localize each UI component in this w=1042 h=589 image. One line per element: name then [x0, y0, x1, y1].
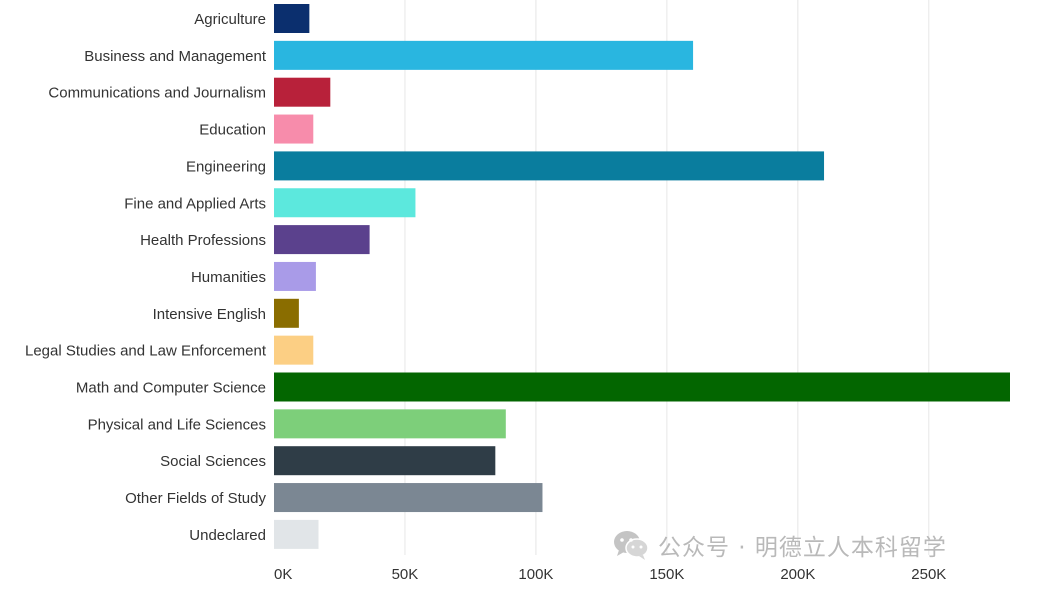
category-label: Physical and Life Sciences	[88, 416, 266, 433]
wechat-icon	[614, 531, 649, 560]
x-tick-label: 0K	[274, 566, 292, 583]
bar	[274, 298, 299, 328]
x-tick-label: 150K	[649, 566, 684, 583]
category-label: Business and Management	[84, 48, 267, 65]
bars	[274, 4, 1010, 549]
x-axis-tick-labels: 0K 50K 100K 150K 200K 250K	[274, 566, 946, 583]
category-label: Agriculture	[194, 11, 266, 28]
bar	[274, 151, 825, 181]
bar	[274, 409, 506, 439]
bar	[274, 225, 370, 255]
x-tick-label: 100K	[518, 566, 553, 583]
bar	[274, 77, 331, 107]
bar	[274, 40, 694, 70]
bar	[274, 261, 316, 291]
x-tick-label: 50K	[392, 566, 419, 583]
category-label: Undeclared	[189, 527, 266, 544]
bar	[274, 519, 319, 549]
category-label: Engineering	[186, 158, 266, 175]
category-label: Social Sciences	[160, 453, 266, 470]
watermark: 公众号 · 明德立人本科留学	[612, 528, 947, 562]
category-label: Fine and Applied Arts	[124, 195, 266, 212]
bar	[274, 372, 1010, 402]
bar	[274, 483, 543, 513]
category-label: Communications and Journalism	[48, 85, 266, 102]
bar	[274, 446, 496, 476]
x-tick-label: 200K	[780, 566, 815, 583]
bar	[274, 335, 314, 365]
bar	[274, 114, 314, 144]
category-label: Health Professions	[140, 232, 266, 249]
bar	[274, 188, 416, 218]
category-label: Math and Computer Science	[76, 380, 266, 397]
category-label: Humanities	[191, 269, 266, 286]
category-label: Legal Studies and Law Enforcement	[25, 343, 267, 360]
bar	[274, 4, 310, 33]
category-label: Intensive English	[153, 306, 266, 323]
category-labels: Agriculture Business and Management Commun…	[25, 11, 267, 544]
watermark-text: 公众号 · 明德立人本科留学	[658, 535, 947, 561]
category-label: Other Fields of Study	[125, 490, 266, 507]
category-label: Education	[199, 122, 266, 139]
x-tick-label: 250K	[911, 566, 946, 583]
